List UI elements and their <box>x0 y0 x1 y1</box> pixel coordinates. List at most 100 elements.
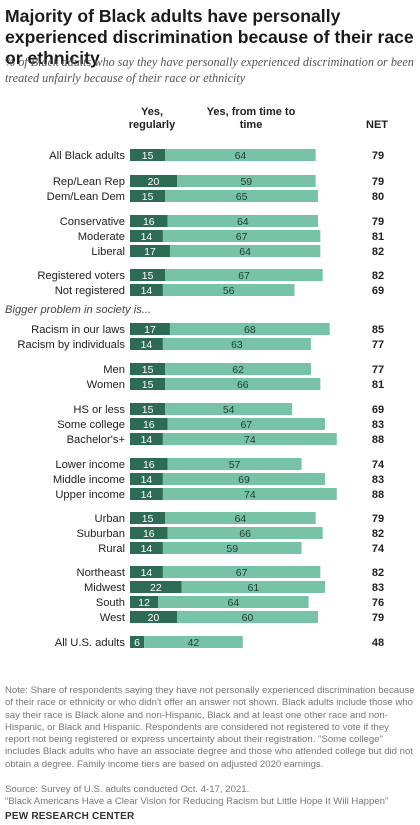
bar-regularly <box>130 596 159 608</box>
bar-time-to-time <box>162 473 326 485</box>
net-value-label: 80 <box>372 191 384 203</box>
bar-time-to-time <box>165 512 316 524</box>
net-value-label: 88 <box>372 489 384 501</box>
bar-regularly <box>130 245 170 257</box>
value-label-time-to-time: 65 <box>236 191 248 203</box>
value-label-regularly: 16 <box>143 419 155 431</box>
bar-regularly <box>130 433 163 445</box>
column-header-net: NET <box>366 119 388 131</box>
value-label-time-to-time: 61 <box>248 582 260 594</box>
value-label-time-to-time: 67 <box>236 231 248 243</box>
bar-time-to-time <box>169 323 330 335</box>
category-label: All U.S. adults <box>55 637 126 649</box>
section-label: Bigger problem in society is... <box>5 304 151 316</box>
bar-regularly <box>130 581 182 593</box>
bar-time-to-time <box>162 338 311 350</box>
net-value-label: 77 <box>372 339 384 351</box>
value-label-time-to-time: 64 <box>228 597 240 609</box>
category-label: Rural <box>98 543 125 555</box>
value-label-regularly: 15 <box>142 404 154 416</box>
value-label-time-to-time: 42 <box>188 637 200 649</box>
category-label: HS or less <box>73 404 125 416</box>
value-label-time-to-time: 66 <box>237 379 249 391</box>
bar-time-to-time <box>167 215 318 227</box>
chart-subtitle: % of Black adults who say they have pers… <box>5 55 414 85</box>
column-header-regularly: Yes, regularly <box>128 106 176 131</box>
value-label-regularly: 16 <box>143 528 155 540</box>
net-value-label: 79 <box>372 176 384 188</box>
bar-regularly <box>130 566 163 578</box>
bar-regularly <box>130 378 166 390</box>
value-label-regularly: 17 <box>144 246 156 258</box>
category-label: Racism in our laws <box>31 324 125 336</box>
bar-regularly <box>130 488 163 500</box>
bar-time-to-time <box>167 418 326 430</box>
bar-regularly <box>130 512 166 524</box>
bar-time-to-time <box>181 581 326 593</box>
net-value-label: 79 <box>372 612 384 624</box>
value-label-time-to-time: 74 <box>244 489 256 501</box>
category-label: Women <box>87 379 125 391</box>
category-label: Middle income <box>53 474 125 486</box>
value-label-regularly: 20 <box>148 176 160 188</box>
value-label-regularly: 15 <box>142 270 154 282</box>
bar-time-to-time <box>167 458 302 470</box>
net-value-label: 69 <box>372 285 384 297</box>
net-value-label: 82 <box>372 270 384 282</box>
category-label: Racism by individuals <box>17 339 125 351</box>
bar-regularly <box>130 175 177 187</box>
value-label-time-to-time: 59 <box>226 543 238 555</box>
value-label-regularly: 14 <box>141 339 153 351</box>
bar-time-to-time <box>165 190 318 202</box>
net-value-label: 77 <box>372 364 384 376</box>
bar-time-to-time <box>167 527 323 539</box>
stacked-bar-chart: All Black adults 15 64 79 Rep/Lean Rep 20 59 79… <box>5 149 385 649</box>
bar-time-to-time <box>144 636 243 648</box>
value-label-time-to-time: 66 <box>239 528 251 540</box>
bar-regularly <box>130 190 166 202</box>
net-value-label: 82 <box>372 567 384 579</box>
value-label-time-to-time: 59 <box>240 176 252 188</box>
bar-regularly <box>130 215 168 227</box>
category-label: Liberal <box>91 246 125 258</box>
bar-time-to-time <box>177 611 318 623</box>
chart-title: Majority of Black adults have personally… <box>5 6 414 68</box>
value-label-regularly: 15 <box>142 150 154 162</box>
category-label: Northeast <box>76 567 125 579</box>
net-value-label: 79 <box>372 150 384 162</box>
bar-time-to-time <box>177 175 316 187</box>
value-label-time-to-time: 67 <box>238 270 250 282</box>
category-label: Not registered <box>55 285 125 297</box>
value-label-time-to-time: 64 <box>237 216 249 228</box>
value-label-regularly: 17 <box>144 324 156 336</box>
bar-regularly <box>130 403 166 415</box>
bar-regularly <box>130 323 170 335</box>
value-label-time-to-time: 56 <box>223 285 235 297</box>
report-title: “Black Americans Have a Clear Vision for… <box>5 796 389 807</box>
category-label: Moderate <box>78 231 125 243</box>
category-label: Registered voters <box>37 270 125 282</box>
value-label-time-to-time: 57 <box>229 459 241 471</box>
bar-regularly <box>130 418 168 430</box>
value-label-regularly: 14 <box>141 231 153 243</box>
net-value-label: 83 <box>372 419 384 431</box>
bar-time-to-time <box>162 433 337 445</box>
bar-regularly <box>130 269 166 281</box>
net-value-label: 81 <box>372 379 384 391</box>
value-label-regularly: 15 <box>142 379 154 391</box>
value-label-time-to-time: 60 <box>242 612 254 624</box>
net-value-label: 76 <box>372 597 384 609</box>
category-label: Dem/Lean Dem <box>47 191 125 203</box>
chart-note: Note: Share of respondents saying they h… <box>5 685 415 770</box>
value-label-regularly: 20 <box>148 612 160 624</box>
value-label-time-to-time: 74 <box>244 434 256 446</box>
bar-time-to-time <box>165 403 293 415</box>
value-label-regularly: 16 <box>143 216 155 228</box>
net-value-label: 48 <box>372 637 384 649</box>
pew-logo-text: PEW RESEARCH CENTER <box>5 811 135 822</box>
bar-time-to-time <box>165 363 311 375</box>
bar-time-to-time <box>158 596 309 608</box>
bar-regularly <box>130 542 163 554</box>
bar-time-to-time <box>162 284 295 296</box>
bar-time-to-time <box>165 378 321 390</box>
